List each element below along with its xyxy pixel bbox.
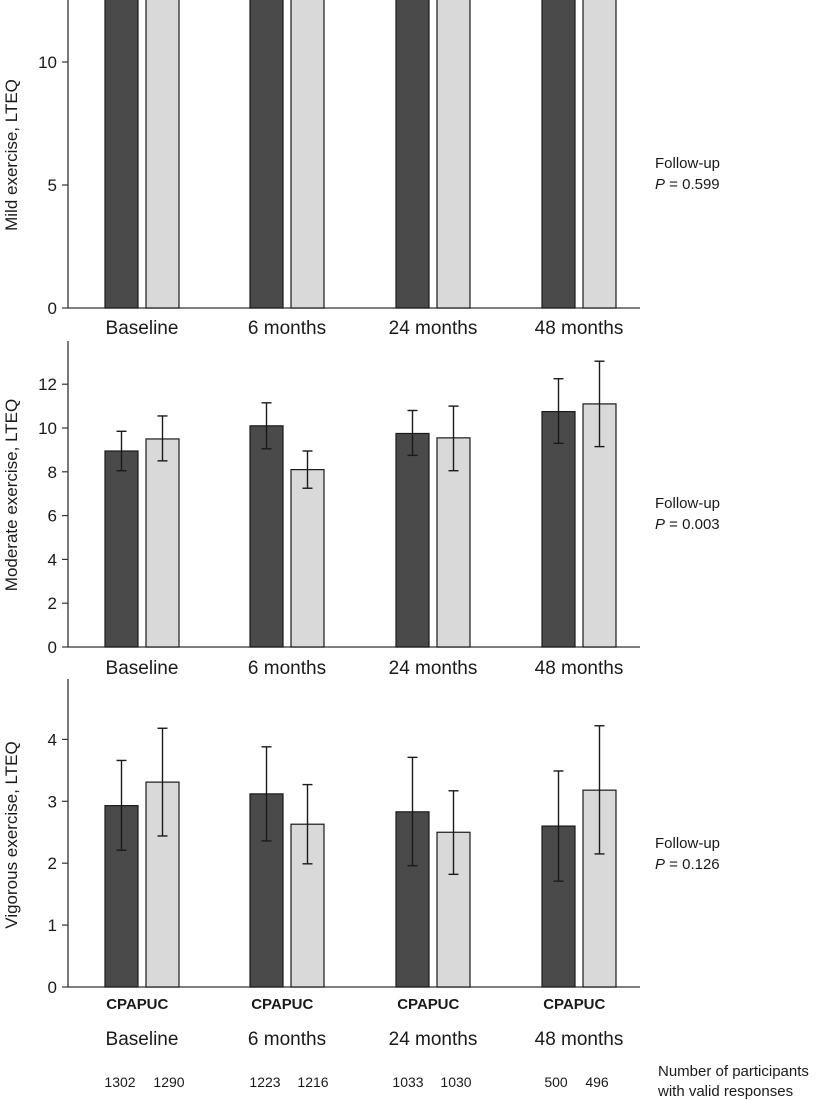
- bar-cpap-6m: [249, 0, 284, 309]
- bar-uc-baseline: [145, 438, 180, 648]
- bar-cpap-24m: [395, 432, 430, 648]
- y-tick-label: 6: [48, 507, 57, 526]
- bar-uc-24m: [436, 437, 471, 648]
- followup-label: Follow-up: [655, 495, 720, 512]
- count-24m-uc: 1030: [440, 1074, 471, 1090]
- p-symbol: P: [655, 856, 665, 873]
- y-axis-title: Mild exercise, LTEQ: [2, 79, 21, 231]
- category-label-48m: 48 months: [535, 658, 624, 679]
- count-baseline-cpap: 1302: [104, 1074, 135, 1090]
- participants-label-line1: Number of participants: [658, 1063, 809, 1080]
- y-tick-label: 2: [48, 854, 57, 873]
- group-code-uc-24m: UC: [438, 996, 460, 1013]
- y-tick-label: 4: [48, 730, 57, 749]
- bar-cpap-48m: [541, 0, 576, 309]
- p-value-label: P = 0.599: [655, 176, 720, 193]
- count-48m-cpap: 500: [544, 1074, 568, 1090]
- bar-cpap-6m: [249, 425, 284, 648]
- category-label-24m: 24 months: [389, 318, 478, 339]
- y-tick-label: 0: [48, 299, 57, 318]
- p-value: = 0.126: [665, 856, 720, 873]
- bar-uc-6m: [290, 0, 325, 309]
- category-label-baseline: Baseline: [106, 658, 179, 679]
- participants-label-line2: with valid responses: [657, 1083, 793, 1100]
- category-label-24m: 24 months: [389, 1029, 478, 1050]
- category-label-baseline: Baseline: [106, 1029, 179, 1050]
- y-tick-label: 4: [48, 550, 57, 569]
- bar-cpap-baseline: [104, 450, 139, 648]
- count-baseline-uc: 1290: [153, 1074, 184, 1090]
- y-tick-label: 2: [48, 594, 57, 613]
- y-tick-label: 0: [48, 978, 57, 997]
- bar-cpap-24m: [395, 0, 430, 309]
- y-tick-label: 10: [38, 53, 57, 72]
- group-code-cpap-baseline: CPAP: [106, 996, 147, 1013]
- group-code-cpap-48m: CPAP: [543, 996, 584, 1013]
- category-label-baseline: Baseline: [106, 318, 179, 339]
- category-label-48m: 48 months: [535, 1029, 624, 1050]
- count-6m-cpap: 1223: [249, 1074, 280, 1090]
- group-code-cpap-24m: CPAP: [397, 996, 438, 1013]
- p-symbol: P: [655, 516, 665, 533]
- bar-uc-24m: [436, 0, 471, 309]
- p-value: = 0.003: [665, 516, 720, 533]
- p-value: = 0.599: [665, 176, 720, 193]
- category-label-6m: 6 months: [248, 318, 326, 339]
- y-tick-label: 0: [48, 638, 57, 657]
- group-code-uc-48m: UC: [584, 996, 606, 1013]
- followup-label: Follow-up: [655, 835, 720, 852]
- followup-label: Follow-up: [655, 155, 720, 172]
- y-axis-title: Moderate exercise, LTEQ: [2, 399, 21, 591]
- count-48m-uc: 496: [585, 1074, 609, 1090]
- y-tick-label: 12: [38, 375, 57, 394]
- bar-cpap-baseline: [104, 0, 139, 309]
- count-24m-cpap: 1033: [392, 1074, 423, 1090]
- p-value-label: P = 0.003: [655, 516, 720, 533]
- y-tick-label: 8: [48, 463, 57, 482]
- group-code-uc-6m: UC: [292, 996, 314, 1013]
- bar-cpap-48m: [541, 410, 576, 648]
- p-symbol: P: [655, 176, 665, 193]
- participants-footer: 1302 1290 1223 1216 1033 1030 500 496 Nu…: [104, 1063, 808, 1100]
- panel-2: 0 2 4 6 8 10 12 Moderate exercise, LTEQ Baseline…: [2, 341, 720, 679]
- y-tick-label: 1: [48, 916, 57, 935]
- group-code-uc-baseline: UC: [147, 996, 169, 1013]
- bar-uc-6m: [290, 469, 325, 648]
- y-axis-title: Vigorous exercise, LTEQ: [2, 741, 21, 928]
- category-label-6m: 6 months: [248, 1029, 326, 1050]
- y-tick-label: 3: [48, 792, 57, 811]
- category-label-24m: 24 months: [389, 658, 478, 679]
- bar-uc-baseline: [145, 0, 180, 309]
- category-label-48m: 48 months: [535, 318, 624, 339]
- y-tick-label: 5: [48, 176, 57, 195]
- bar-uc-48m: [582, 0, 617, 309]
- category-label-6m: 6 months: [248, 658, 326, 679]
- y-tick-label: 10: [38, 419, 57, 438]
- group-code-cpap-6m: CPAP: [251, 996, 292, 1013]
- p-value-label: P = 0.126: [655, 856, 720, 873]
- count-6m-uc: 1216: [297, 1074, 328, 1090]
- panel-3: 0 1 2 3 4 Vigorous exercise, LTEQ Baseline CPAP…: [2, 679, 720, 1050]
